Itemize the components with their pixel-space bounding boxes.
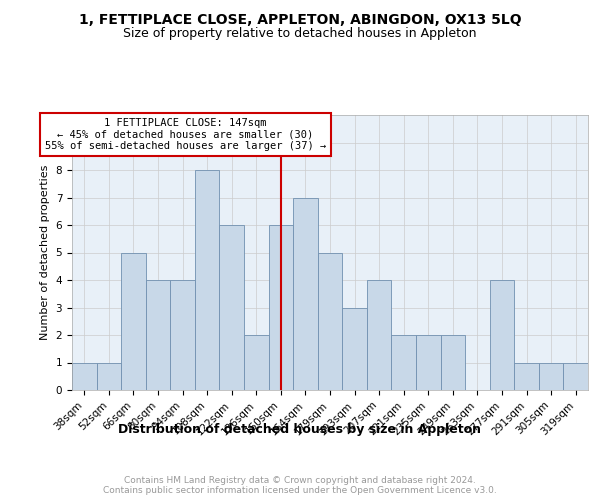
Bar bbox=[490, 280, 514, 390]
Text: 1, FETTIPLACE CLOSE, APPLETON, ABINGDON, OX13 5LQ: 1, FETTIPLACE CLOSE, APPLETON, ABINGDON,… bbox=[79, 12, 521, 26]
Bar bbox=[293, 198, 318, 390]
Bar bbox=[97, 362, 121, 390]
Text: 1 FETTIPLACE CLOSE: 147sqm
← 45% of detached houses are smaller (30)
55% of semi: 1 FETTIPLACE CLOSE: 147sqm ← 45% of deta… bbox=[45, 118, 326, 151]
Bar bbox=[391, 335, 416, 390]
Text: Contains HM Land Registry data © Crown copyright and database right 2024.
Contai: Contains HM Land Registry data © Crown c… bbox=[103, 476, 497, 495]
Bar bbox=[72, 362, 97, 390]
Text: Size of property relative to detached houses in Appleton: Size of property relative to detached ho… bbox=[123, 28, 477, 40]
Bar bbox=[342, 308, 367, 390]
Y-axis label: Number of detached properties: Number of detached properties bbox=[40, 165, 50, 340]
Bar bbox=[539, 362, 563, 390]
Bar bbox=[514, 362, 539, 390]
Bar bbox=[367, 280, 391, 390]
Bar bbox=[440, 335, 465, 390]
Bar bbox=[244, 335, 269, 390]
Bar bbox=[318, 252, 342, 390]
Bar bbox=[269, 225, 293, 390]
Bar bbox=[170, 280, 195, 390]
Bar bbox=[146, 280, 170, 390]
Bar bbox=[195, 170, 220, 390]
Bar bbox=[563, 362, 588, 390]
Bar bbox=[220, 225, 244, 390]
Text: Distribution of detached houses by size in Appleton: Distribution of detached houses by size … bbox=[119, 422, 482, 436]
Bar bbox=[416, 335, 440, 390]
Bar bbox=[121, 252, 146, 390]
